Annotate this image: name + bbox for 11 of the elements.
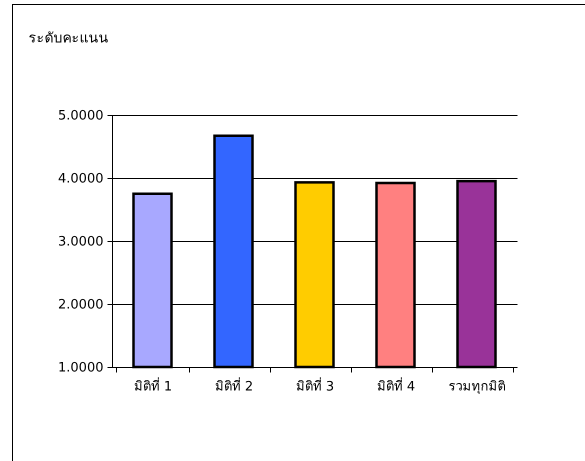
- x-tick-label: รวมทุกมิติ: [448, 380, 506, 394]
- y-axis-title: ระดับคะแนน: [28, 30, 108, 46]
- y-tick-label: 2.0000: [58, 298, 104, 312]
- y-tick-label: 5.0000: [58, 108, 104, 124]
- x-tick-label: มิติที่ 3: [296, 378, 334, 394]
- x-tick-label: มิติที่ 4: [376, 378, 416, 394]
- y-tick-label: 3.0000: [58, 234, 104, 250]
- x-tick-label: มิติที่ 1: [134, 378, 172, 394]
- x-tick-label: มิติที่ 2: [214, 378, 254, 394]
- y-tick-label: 4.0000: [58, 172, 104, 186]
- y-tick-label: 1.0000: [58, 360, 104, 376]
